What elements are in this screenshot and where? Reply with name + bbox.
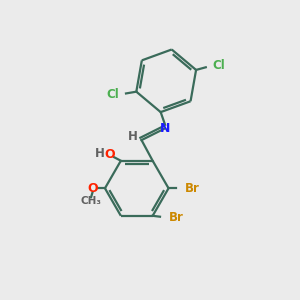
- Text: Cl: Cl: [212, 59, 225, 72]
- Text: O: O: [104, 148, 115, 161]
- Text: H: H: [95, 148, 105, 160]
- Text: Br: Br: [185, 182, 200, 195]
- Text: H: H: [128, 130, 138, 143]
- Text: N: N: [160, 122, 170, 135]
- Text: CH₃: CH₃: [81, 196, 102, 206]
- Text: Cl: Cl: [106, 88, 118, 101]
- Text: Br: Br: [169, 211, 184, 224]
- Text: O: O: [87, 182, 98, 195]
